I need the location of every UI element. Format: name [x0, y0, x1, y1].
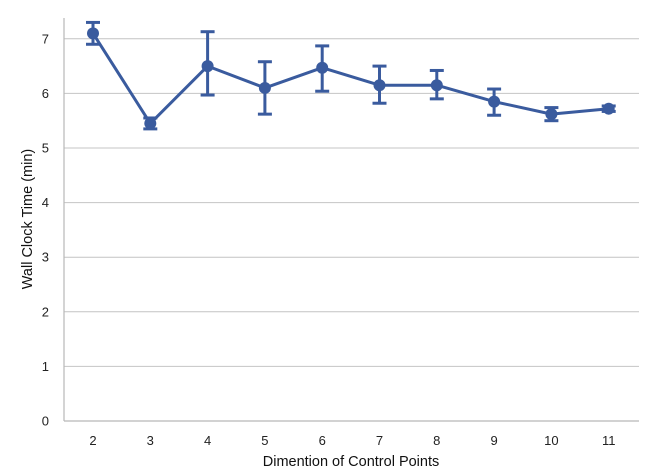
y-tick-labels: 0 1 2 3 4 5 6 7: [42, 31, 49, 428]
y-axis-title: Wall Clock Time (min): [20, 149, 36, 289]
data-point: [545, 108, 558, 121]
y-tick-label: 6: [42, 86, 49, 101]
y-tick-label: 7: [42, 31, 49, 46]
data-point: [201, 60, 214, 73]
y-tick-label: 4: [42, 195, 49, 210]
x-tick-label: 4: [204, 433, 211, 448]
data-point: [144, 117, 157, 130]
x-tick-label: 9: [490, 433, 497, 448]
y-tick-label: 0: [42, 414, 49, 429]
x-tick-label: 11: [602, 433, 616, 448]
data-point: [373, 79, 386, 92]
x-tick-label: 2: [89, 433, 96, 448]
data-point: [258, 81, 271, 94]
x-tick-labels: 2 3 4 5 6 7 8 9 10 11: [89, 433, 615, 448]
data-points: [87, 27, 615, 130]
x-tick-label: 8: [433, 433, 440, 448]
y-tick-label: 5: [42, 141, 49, 156]
data-point: [87, 27, 99, 40]
data-point: [602, 102, 615, 115]
x-tick-label: 5: [261, 433, 268, 448]
data-point: [430, 79, 443, 92]
gridlines: [64, 38, 639, 367]
x-tick-label: 6: [319, 433, 326, 448]
y-tick-label: 1: [42, 359, 49, 374]
x-axis-title: Dimention of Control Points: [263, 454, 440, 470]
y-tick-label: 2: [42, 304, 49, 319]
x-tick-label: 7: [376, 433, 383, 448]
data-point: [316, 61, 329, 74]
data-point: [488, 95, 501, 108]
x-tick-label: 10: [544, 433, 558, 448]
y-tick-label: 3: [42, 250, 49, 265]
x-tick-label: 3: [147, 433, 154, 448]
series-line: [91, 32, 609, 125]
